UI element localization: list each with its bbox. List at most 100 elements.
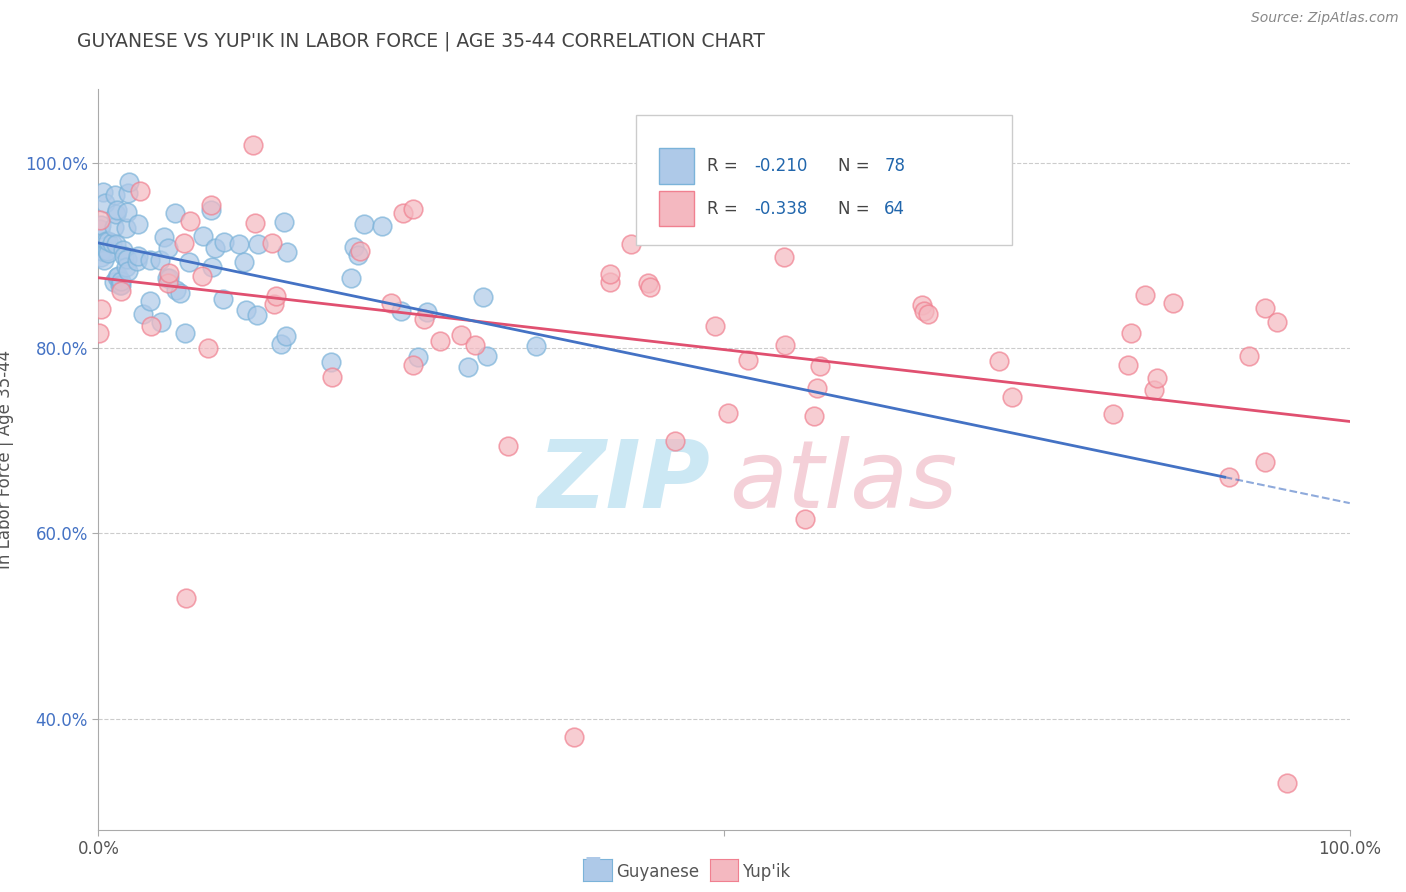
Text: ZIP: ZIP (537, 435, 710, 527)
Point (174, 591, 197, 606)
Point (89, 221, 111, 235)
Point (406, 351, 429, 365)
Point (737, 353, 759, 368)
Point (110, 277, 132, 292)
Point (200, 202, 222, 217)
Point (104, 187, 127, 202)
Point (402, 202, 425, 217)
Point (94, 196, 117, 211)
Point (401, 358, 423, 372)
FancyBboxPatch shape (637, 115, 1012, 244)
Point (174, 326, 197, 340)
Point (157, 270, 180, 285)
Point (90, 244, 112, 258)
Point (165, 283, 187, 297)
Point (562, 730, 585, 744)
Point (717, 406, 740, 420)
Point (1101, 407, 1123, 421)
Point (96, 244, 118, 259)
Point (1254, 301, 1277, 315)
Point (620, 236, 643, 251)
Text: N =: N = (838, 157, 875, 175)
Point (1239, 349, 1261, 363)
Point (179, 213, 201, 227)
Text: 78: 78 (884, 157, 905, 175)
Point (112, 249, 135, 263)
Point (115, 260, 138, 274)
Point (91, 186, 114, 200)
Bar (659, 148, 695, 184)
Point (274, 329, 297, 343)
Point (1254, 455, 1277, 469)
Point (242, 137, 264, 152)
Point (111, 243, 134, 257)
Point (1121, 326, 1143, 340)
Text: -0.338: -0.338 (754, 200, 807, 218)
Point (1116, 358, 1139, 372)
Point (127, 254, 149, 268)
Point (806, 381, 828, 395)
Point (264, 289, 287, 303)
Point (471, 291, 494, 305)
Point (232, 255, 254, 269)
Point (246, 236, 269, 251)
Point (132, 307, 155, 321)
Point (87, 326, 110, 340)
Point (988, 353, 1011, 368)
Point (149, 252, 172, 267)
Point (156, 270, 179, 285)
Text: GUYANESE VS YUP'IK IN LABOR FORCE | AGE 35-44 CORRELATION CHART: GUYANESE VS YUP'IK IN LABOR FORCE | AGE … (77, 31, 765, 51)
Point (97, 246, 120, 260)
Point (89, 213, 111, 227)
Point (599, 267, 621, 281)
Point (794, 512, 817, 526)
Point (117, 175, 139, 189)
Point (371, 219, 394, 233)
Point (110, 274, 132, 288)
Point (110, 284, 132, 298)
Point (321, 355, 343, 369)
Point (380, 296, 402, 310)
Point (262, 235, 284, 250)
Point (498, 439, 520, 453)
Point (103, 275, 125, 289)
Point (115, 252, 138, 267)
Point (1218, 469, 1240, 483)
Point (127, 249, 149, 263)
Point (197, 341, 219, 355)
Y-axis label: In Labor Force | Age 35-44: In Labor Force | Age 35-44 (0, 350, 14, 569)
Bar (659, 191, 695, 227)
Point (347, 248, 370, 262)
Point (637, 277, 659, 291)
Point (704, 319, 727, 334)
Point (273, 214, 295, 228)
Point (416, 305, 439, 319)
Point (179, 255, 201, 269)
Text: N =: N = (838, 200, 875, 218)
Point (353, 217, 375, 231)
Point (190, 269, 212, 284)
Point (392, 206, 415, 220)
Point (153, 230, 176, 244)
Text: Yup'ik: Yup'ik (742, 863, 790, 881)
Point (599, 276, 621, 290)
Point (127, 218, 149, 232)
Point (214, 235, 236, 250)
Point (270, 336, 292, 351)
Point (139, 294, 162, 309)
Point (90, 244, 112, 258)
Text: atlas: atlas (728, 436, 957, 527)
Point (228, 237, 250, 252)
Point (104, 207, 127, 221)
Point (105, 269, 128, 284)
Point (912, 304, 935, 318)
Point (115, 205, 138, 219)
Point (103, 219, 125, 234)
Point (97, 235, 120, 249)
Point (475, 349, 498, 363)
Point (429, 334, 451, 348)
Text: -0.210: -0.210 (754, 157, 807, 175)
Point (1146, 370, 1168, 384)
Point (1267, 315, 1289, 329)
Point (212, 292, 235, 306)
